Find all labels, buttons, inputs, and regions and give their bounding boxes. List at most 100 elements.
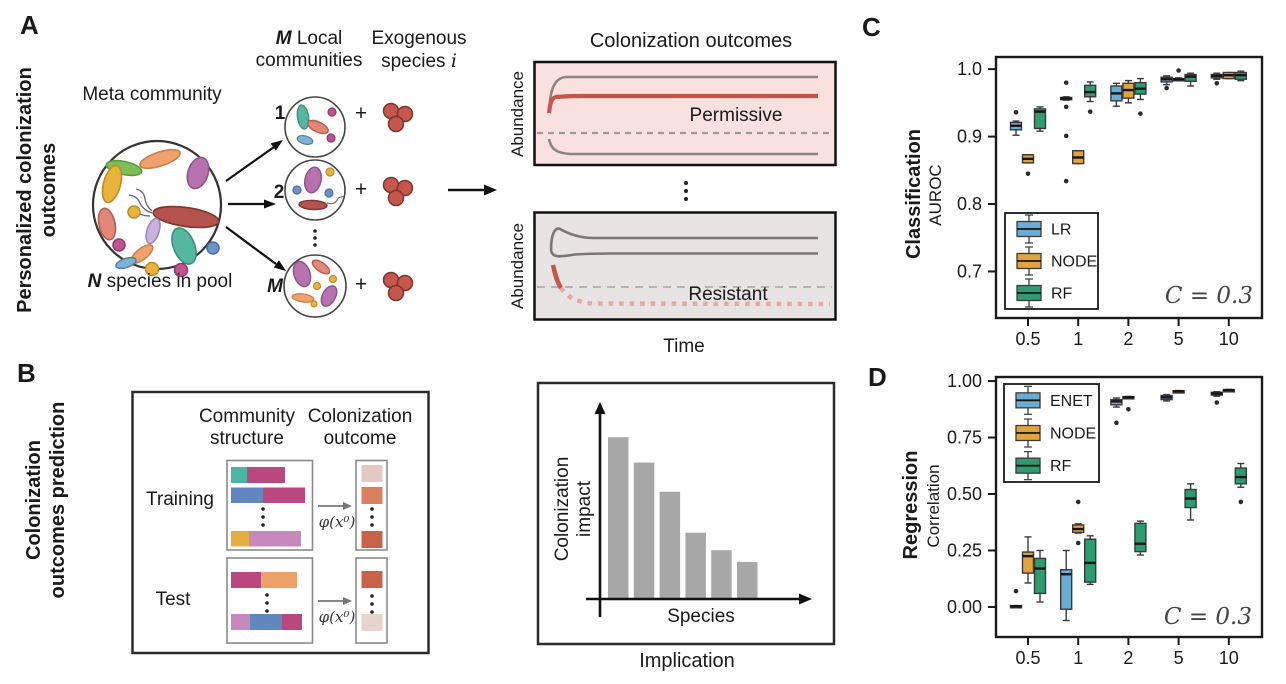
regression-legend-label: ENET [1050,393,1093,410]
classification-series-RF [1033,70,1248,132]
regression-chart: 1.00 0.75 0.50 0.25 0.00 0.5 1 2 5 10 ENET NODE RF C … [947,371,1264,668]
regression-legend-label: NODE [1050,426,1096,443]
b-side-line1: Colonization [23,440,45,560]
species-xlabel: Species [667,606,735,627]
permissive-label: Permissive [689,105,783,126]
training-structure-matrix [226,459,314,551]
exo-line1: Exogenous [371,28,467,49]
regression-xtick-label: 5 [1174,648,1184,668]
test-outcome-vector [355,557,388,644]
exogenous-species-cluster [382,102,414,302]
community-1-number: 1 [274,103,286,124]
arrow-to-outcomes [448,184,497,196]
classification-ytick-label: 0.7 [957,261,982,281]
pool-label: N species in pool [50,271,270,293]
classification-ylabel: Classification [903,128,925,260]
classification-chart: 1.0 0.9 0.8 0.7 0.5 1 2 5 10 LR NODE RF C = 0.3 [957,55,1264,349]
panel-c-letter: C [862,12,881,42]
impact-bar [737,561,758,599]
community-dots [313,229,317,247]
classification-xtick-label: 5 [1174,329,1184,349]
exogenous-species-label: Exogenous species i [354,28,484,73]
pool-rest: species in pool [101,271,233,292]
regression-ytick-label: 0.25 [947,540,982,560]
community-m-number: M [267,276,283,297]
classification-xtick-label: 0.5 [1015,329,1040,349]
time-axis-label: Time [663,336,705,357]
classification-annotation: C = 0.3 [1165,283,1253,309]
local-community-1 [284,96,346,158]
regression-xtick-label: 1 [1073,648,1083,668]
regression-series-RF [1033,462,1248,603]
impact-ylabel-line1: Colonization [552,456,573,562]
classification-legend-label: LR [1051,222,1071,239]
correlation-ylabel: Correlation [924,464,943,548]
y-axis-arrowhead [594,402,606,414]
impact-bar [608,437,629,599]
resistant-plot [533,211,837,321]
panel-b-side-label: Colonization outcomes prediction [21,330,71,670]
regression-ytick-label: 0.50 [947,484,982,504]
test-structure-matrix [226,557,314,644]
classification-legend-label: RF [1051,286,1073,303]
impact-bar [711,550,732,599]
x-axis-arrowhead [799,593,812,605]
implication-caption: Implication [639,650,735,672]
test-map-arrow [318,597,352,605]
panel-a-side-label: Personalized colonization outcomes [12,0,62,380]
panel-a-letter: A [20,10,39,40]
co-line2: outcome [323,428,397,449]
resistant-label: Resistant [688,284,768,305]
colonization-outcome-header: Colonization outcome [280,406,440,450]
impact-bar [633,462,655,599]
regression-ylabel: Regression [900,450,922,560]
abundance-label-bottom: Abundance [508,222,527,310]
meta-community-circle [91,139,223,278]
classification-ytick-label: 1.0 [957,59,982,79]
community-2-number: 2 [273,182,285,203]
prediction-outer-box [131,390,430,655]
impact-ylabel-line2: impact [574,481,595,537]
training-map-arrow [318,502,352,510]
impact-bar-chart [586,402,812,617]
regression-legend-label: RF [1050,458,1072,475]
arrows-to-communities [225,140,286,271]
impact-ylabel: Colonization impact [551,409,597,609]
test-label: Test [155,589,191,610]
colonization-outcomes-title: Colonization outcomes [589,30,793,52]
local-communities-label: M Local communities [234,28,384,72]
regression-ytick-label: 0.00 [947,597,982,617]
exo-line2-prefix: species [381,51,451,72]
abundance-label-top: Abundance [508,70,527,158]
classification-xtick-label: 2 [1123,329,1133,349]
b-side-line2: outcomes prediction [47,401,69,599]
local-m: M [275,28,292,49]
regression-series-ENET [1009,390,1224,622]
local-line2: communities [255,50,363,71]
classification-xtick-label: 10 [1219,329,1239,349]
classification-xtick-label: 1 [1073,329,1083,349]
impact-bar [659,491,681,599]
regression-xtick-label: 2 [1123,648,1133,668]
auroc-ylabel: AUROC [926,164,945,226]
classification-series-NODE [1021,68,1236,176]
classification-legend-label: NODE [1051,254,1097,271]
plus-sign-3: + [354,273,368,296]
impact-bar [685,532,706,599]
community-structure-header: Community structure [167,406,327,450]
local-community-2 [284,159,346,221]
classification-ytick-label: 0.9 [957,127,982,147]
regression-annotation: C = 0.3 [1164,604,1252,630]
co-line1: Colonization [307,406,413,427]
cs-line2: structure [210,428,284,449]
local-community-m [283,254,347,318]
classification-series-LR [1009,72,1224,184]
classification-ytick-label: 0.8 [957,194,982,214]
regression-xtick-label: 10 [1219,648,1239,668]
regression-xtick-label: 0.5 [1015,648,1040,668]
plus-sign-2: + [354,178,368,201]
panel-b-letter: B [17,358,36,388]
exo-i: i [450,50,457,72]
